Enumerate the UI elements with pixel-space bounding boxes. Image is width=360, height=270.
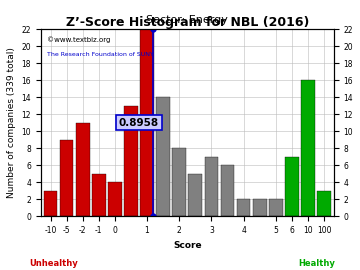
Bar bbox=[301, 80, 315, 216]
Bar bbox=[156, 97, 170, 216]
Title: Z’-Score Histogram for NBL (2016): Z’-Score Histogram for NBL (2016) bbox=[66, 16, 309, 29]
Bar bbox=[189, 174, 202, 216]
Text: The Research Foundation of SUNY: The Research Foundation of SUNY bbox=[47, 52, 154, 57]
X-axis label: Score: Score bbox=[173, 241, 202, 249]
Bar bbox=[60, 140, 73, 216]
Bar bbox=[76, 123, 90, 216]
Text: Sector: Energy: Sector: Energy bbox=[147, 15, 228, 25]
Bar bbox=[317, 191, 331, 216]
Bar bbox=[221, 165, 234, 216]
Bar bbox=[253, 199, 266, 216]
Bar bbox=[44, 191, 57, 216]
Bar bbox=[285, 157, 299, 216]
Bar bbox=[172, 148, 186, 216]
Bar bbox=[237, 199, 251, 216]
Bar bbox=[204, 157, 218, 216]
Bar bbox=[92, 174, 105, 216]
Text: ©www.textbiz.org: ©www.textbiz.org bbox=[47, 37, 110, 43]
Bar bbox=[108, 182, 122, 216]
Text: 0.8958: 0.8958 bbox=[119, 118, 159, 128]
Bar bbox=[269, 199, 283, 216]
Bar bbox=[124, 106, 138, 216]
Bar bbox=[140, 29, 154, 216]
Text: Unhealthy: Unhealthy bbox=[30, 259, 78, 268]
Text: Healthy: Healthy bbox=[298, 259, 335, 268]
Y-axis label: Number of companies (339 total): Number of companies (339 total) bbox=[7, 47, 16, 198]
